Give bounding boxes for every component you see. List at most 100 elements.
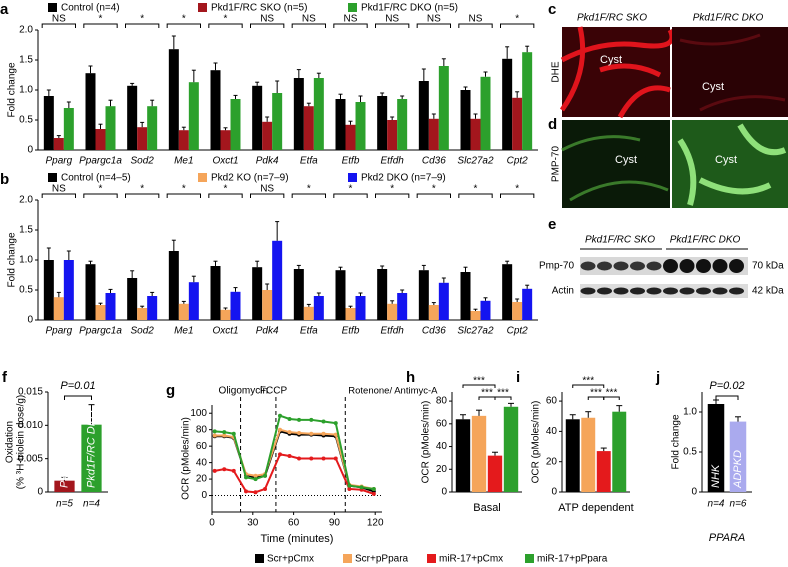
column-label: Pkd1F/RC DKO <box>693 13 764 24</box>
bar <box>54 480 75 492</box>
point <box>222 430 227 435</box>
panel-label: c <box>548 1 556 18</box>
bar <box>377 96 388 150</box>
x-tick-label: Ppargc1a <box>79 326 122 337</box>
point <box>321 456 326 461</box>
x-tick-label: Cpt2 <box>507 156 529 167</box>
bar <box>81 424 102 492</box>
bar <box>512 302 523 320</box>
significance-bracket <box>41 23 76 28</box>
x-tick-label: Pdk4 <box>256 326 279 337</box>
blot-band <box>712 259 728 273</box>
significance-label: * <box>474 184 478 195</box>
legend-label: Pkd2 KO (n=7–9) <box>211 173 289 184</box>
x-tick-label: Ppargc1a <box>79 156 122 167</box>
legend-swatch <box>348 3 357 12</box>
point <box>244 475 248 480</box>
bar <box>502 58 513 150</box>
significance-label: * <box>140 184 144 195</box>
bar <box>303 106 314 150</box>
legend-label: Control (n=4) <box>61 3 120 14</box>
legend-label: Pkd2 DKO (n=7–9) <box>361 173 446 184</box>
significance-label: * <box>140 14 144 25</box>
blot-band <box>580 287 596 295</box>
y-tick-label: 1.0 <box>19 85 33 96</box>
blot-band <box>630 287 645 295</box>
significance-label: * <box>349 184 353 195</box>
point <box>222 467 227 472</box>
significance-bracket <box>64 395 92 400</box>
bar <box>581 417 596 492</box>
bar <box>303 306 314 320</box>
point <box>309 456 314 461</box>
bar <box>85 264 96 320</box>
y-tick-label: 40 <box>546 426 558 437</box>
x-tick-label: Etfb <box>342 326 360 337</box>
y-tick-label: 1.0 <box>683 407 697 418</box>
significance-bracket <box>166 23 201 28</box>
bar-label: ADPKD <box>732 450 744 489</box>
significance-bracket <box>333 23 368 28</box>
bar <box>147 106 158 150</box>
bar <box>43 96 54 150</box>
point <box>321 431 326 436</box>
x-tick-label: Pdk4 <box>256 156 279 167</box>
group-label: Pkd1F/RC DKO <box>670 235 741 246</box>
point <box>263 473 268 478</box>
significance-label: * <box>99 184 103 195</box>
legend-label: Pkd1F/RC DKO (n=5) <box>361 3 458 14</box>
point <box>212 433 217 438</box>
point <box>359 485 364 490</box>
bar <box>355 296 366 320</box>
x-tick-label: Oxct1 <box>212 326 238 337</box>
n-label: n=6 <box>730 499 747 510</box>
x-tick-label: Etfdh <box>380 156 404 167</box>
y-tick-label: 0 <box>201 490 207 501</box>
image-label: Cyst <box>615 154 637 166</box>
x-tick-label: Pparg <box>45 326 72 337</box>
significance-bracket <box>500 193 535 198</box>
significance-bracket <box>125 193 160 198</box>
bar <box>460 90 471 150</box>
panel-label: j <box>655 369 660 386</box>
y-tick-label: 0.005 <box>18 453 43 464</box>
y-tick-label: 1.0 <box>19 255 33 266</box>
micrograph-texture <box>561 135 669 202</box>
significance-label: NS <box>52 14 66 25</box>
significance-bracket <box>375 23 410 28</box>
significance-bracket <box>500 23 535 28</box>
significance-label: * <box>515 184 519 195</box>
point <box>333 421 338 426</box>
bar <box>95 129 106 150</box>
panel-label: e <box>548 216 556 233</box>
panel-label: i <box>516 369 520 386</box>
bar <box>272 240 283 320</box>
x-tick-label: Etfb <box>342 156 360 167</box>
blot-bands <box>580 259 744 295</box>
legend-swatch <box>427 554 436 563</box>
bar <box>596 451 611 492</box>
point <box>309 417 314 422</box>
bar <box>502 264 513 320</box>
bar <box>293 78 304 150</box>
point <box>278 452 282 457</box>
point <box>309 431 314 436</box>
n-label: n=4 <box>83 499 100 510</box>
bar <box>522 52 533 151</box>
bar <box>377 269 388 320</box>
point <box>253 490 258 495</box>
x-tick-label: Cd36 <box>422 156 446 167</box>
blot-band <box>613 261 629 271</box>
y-tick-label: 60 <box>546 396 558 407</box>
bar <box>480 300 491 320</box>
significance-label: *** <box>481 388 493 399</box>
y-tick-label: 20 <box>546 456 558 467</box>
blot-band <box>597 261 612 271</box>
y-tick-label: 1.5 <box>19 55 33 66</box>
significance-label: * <box>307 184 311 195</box>
bar <box>345 308 356 320</box>
significance-label: * <box>99 14 103 25</box>
significance-label: NS <box>260 14 274 25</box>
bar <box>262 290 273 320</box>
panel-label: f <box>2 369 8 386</box>
